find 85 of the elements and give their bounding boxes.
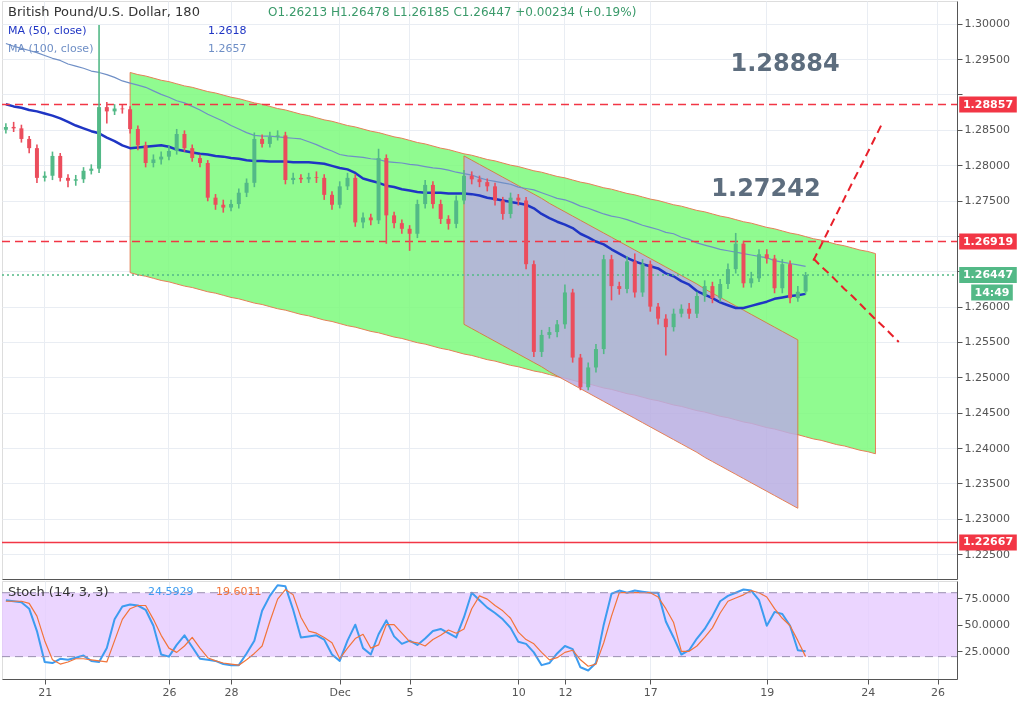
- y-tick-label: 1.24500: [964, 406, 1010, 420]
- y-tick-label: 75.0000: [964, 591, 1010, 605]
- candlestick: [322, 174, 327, 200]
- ref-line-label: 1.22667: [962, 535, 1014, 549]
- y-tick-label: 1.23000: [964, 512, 1010, 526]
- candlestick: [617, 281, 622, 295]
- x-tick-label: 24: [861, 685, 876, 699]
- x-tick-label: 12: [558, 685, 573, 699]
- candlestick: [671, 308, 676, 332]
- candlestick: [42, 171, 47, 182]
- candlestick: [663, 314, 668, 356]
- y-tick-label: 1.28000: [964, 158, 1010, 172]
- candlestick: [135, 125, 140, 151]
- candlestick: [50, 151, 55, 181]
- y-tick-label: 50.0000: [964, 618, 1010, 632]
- candlestick: [718, 278, 723, 302]
- x-tick-label: 21: [38, 685, 53, 699]
- candlestick: [128, 106, 133, 134]
- candlestick: [3, 123, 8, 134]
- candlestick: [438, 199, 443, 224]
- x-tick-label: 10: [511, 685, 526, 699]
- candlestick: [423, 179, 428, 209]
- y-tick-label: 1.24000: [964, 441, 1010, 455]
- y-tick-label: 1.25500: [964, 335, 1010, 349]
- y-tick-label: 1.22500: [964, 547, 1010, 561]
- candlestick: [221, 199, 226, 213]
- chart-title: British Pound/U.S. Dollar, 180: [8, 4, 200, 19]
- ref-line-label: 1.28857: [962, 97, 1014, 111]
- candlestick: [725, 263, 730, 290]
- candlestick: [656, 303, 661, 325]
- y-tick-label: 1.27500: [964, 194, 1010, 208]
- candlestick: [104, 102, 109, 124]
- candlestick: [508, 192, 513, 219]
- candlestick: [73, 174, 78, 186]
- candlestick: [361, 212, 366, 229]
- ref-line-label: 1.26447: [962, 268, 1014, 281]
- y-tick-label: 1.23500: [964, 476, 1010, 490]
- y-tick-label: 1.26000: [964, 300, 1010, 314]
- candlestick: [710, 281, 715, 304]
- x-tick-label: 19: [760, 685, 775, 699]
- y-tick-label: 1.28500: [964, 123, 1010, 137]
- y-tick-label: 25.0000: [964, 644, 1010, 658]
- candlestick: [182, 130, 187, 152]
- annotation: 1.28884: [730, 49, 840, 78]
- y-tick-label: 1.25000: [964, 370, 1010, 384]
- candlestick: [89, 164, 94, 175]
- x-tick-label: Dec: [329, 685, 351, 699]
- candlestick: [500, 196, 505, 220]
- candlestick: [368, 213, 373, 226]
- candlestick: [764, 249, 769, 264]
- candlestick: [485, 178, 490, 192]
- chart-title: Stoch (14, 3, 3): [8, 584, 109, 599]
- chart-subtitle: O1.26213 H1.26478 L1.26185 C1.26447 +0.00234 (+0.19%): [268, 5, 637, 19]
- candlestick: [407, 225, 412, 251]
- candlestick: [430, 181, 435, 209]
- annotation: 1.27242: [711, 174, 821, 202]
- x-tick-label: 26: [931, 685, 946, 699]
- x-tick-label: 5: [406, 685, 414, 699]
- candlestick: [539, 329, 544, 357]
- x-tick-label: 28: [224, 685, 239, 699]
- candlestick: [586, 362, 591, 391]
- candlestick: [687, 303, 692, 319]
- candlestick: [291, 172, 296, 185]
- candlestick: [493, 182, 498, 206]
- y-tick-label: 1.30000: [964, 17, 1010, 31]
- y-tick-label: 1.29500: [964, 52, 1010, 66]
- annotation: 19.6011: [216, 585, 262, 598]
- candlestick: [694, 291, 699, 319]
- candlestick: [337, 181, 342, 209]
- candlestick: [702, 280, 707, 302]
- text: MA (50, close): [8, 24, 87, 37]
- candlestick: [236, 188, 241, 209]
- x-tick-label: 26: [162, 685, 177, 699]
- annotation: 24.5929: [148, 585, 194, 598]
- candlestick: [174, 128, 179, 155]
- annotation: 1.2657: [208, 42, 247, 55]
- candlestick: [66, 174, 70, 188]
- annotation: 1.2618: [208, 24, 247, 37]
- candlestick: [593, 344, 598, 373]
- text: 14:49: [974, 285, 1010, 299]
- candlestick: [58, 153, 63, 182]
- candlestick: [454, 195, 459, 229]
- x-tick-label: 17: [643, 685, 658, 699]
- candlestick: [143, 141, 148, 168]
- ref-line-label: 1.26919: [962, 234, 1014, 248]
